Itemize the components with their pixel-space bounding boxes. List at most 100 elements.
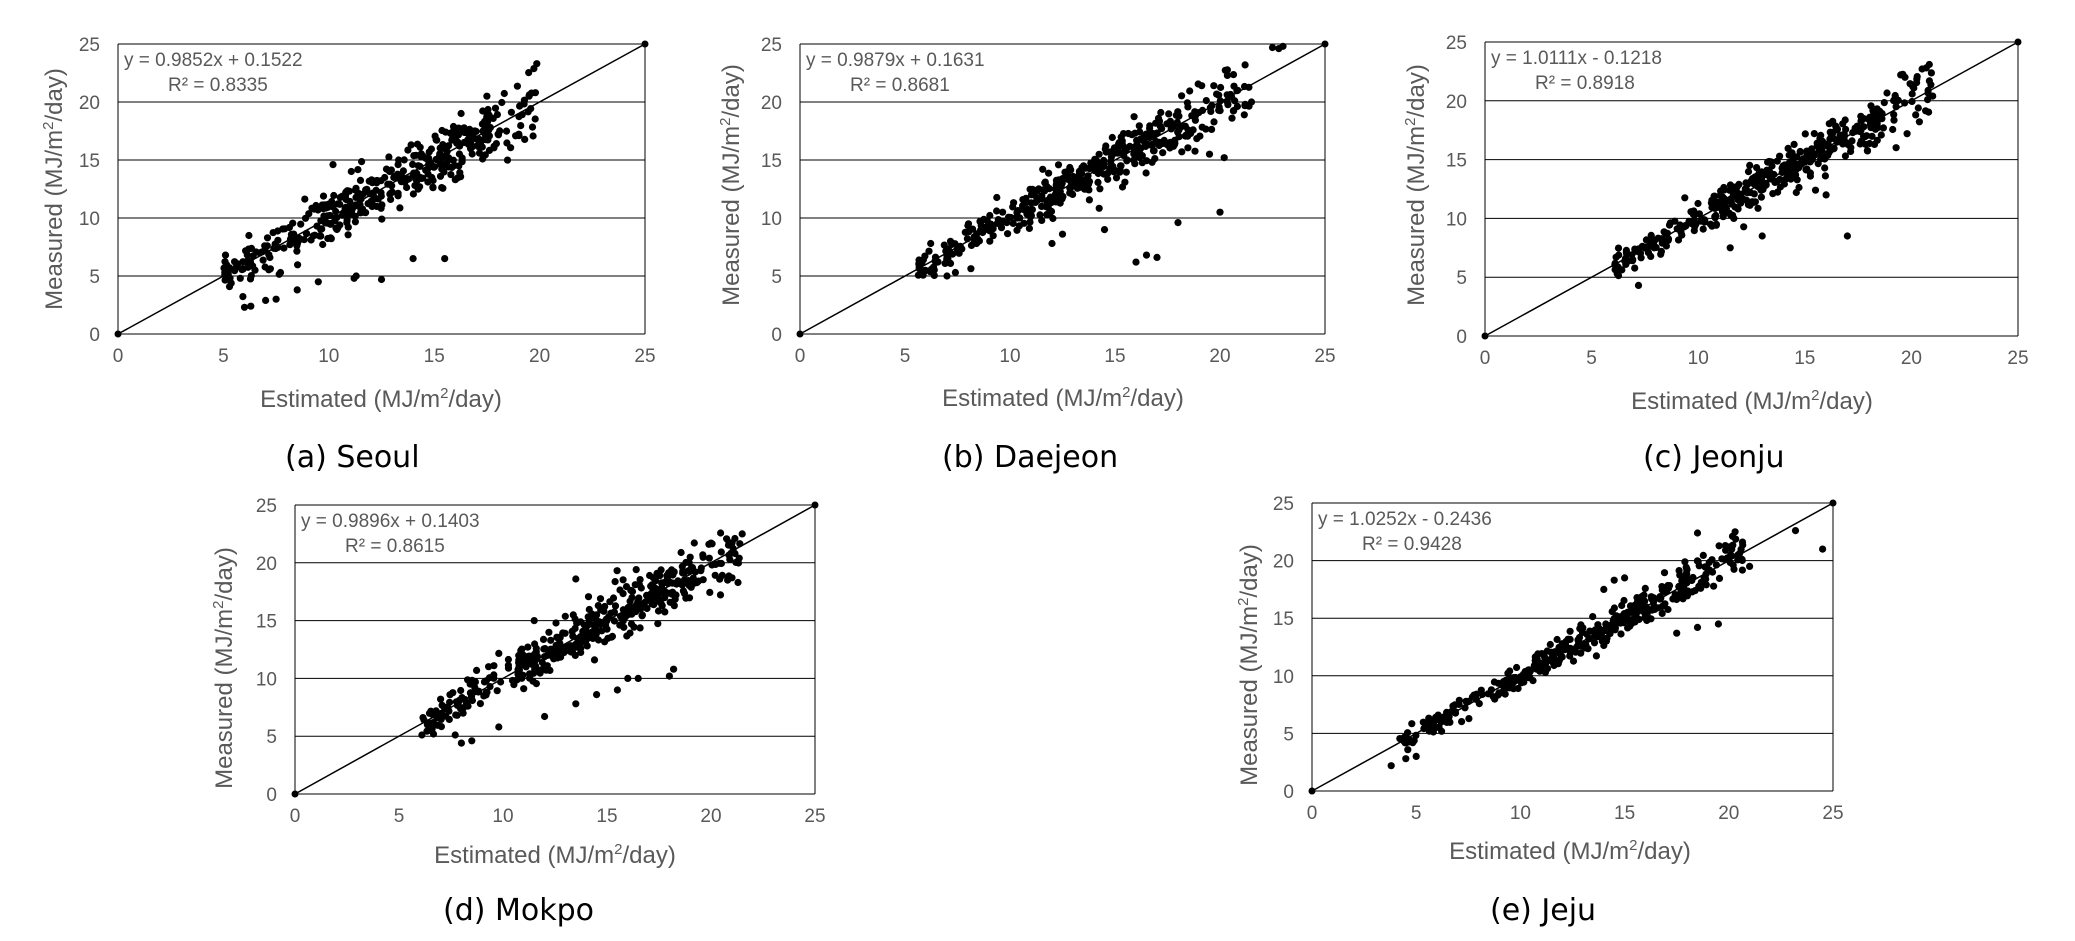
data-point <box>330 191 338 200</box>
data-point <box>1429 728 1437 736</box>
data-point <box>422 154 430 162</box>
data-point <box>490 674 498 682</box>
data-point <box>715 559 724 567</box>
data-point <box>699 553 707 561</box>
data-point <box>1461 704 1469 712</box>
data-point <box>654 620 662 628</box>
data-point <box>409 255 417 263</box>
data-point <box>628 587 637 596</box>
y-tick-label: 25 <box>1273 494 1294 515</box>
data-point <box>351 202 359 210</box>
data-point <box>483 92 491 100</box>
data-point <box>1153 253 1161 261</box>
data-point <box>373 176 381 185</box>
data-point <box>334 224 342 232</box>
data-point <box>1026 218 1034 226</box>
data-point <box>1038 195 1046 203</box>
data-point <box>1027 212 1035 220</box>
data-point <box>1506 667 1514 675</box>
line-end-marker <box>1829 499 1837 507</box>
y-tick-label: 10 <box>79 209 100 230</box>
data-point <box>1744 168 1753 176</box>
data-point <box>1131 129 1139 137</box>
panel-caption: (d) Mokpo <box>443 893 594 928</box>
data-point <box>622 583 631 591</box>
data-point <box>1551 648 1559 656</box>
y-tick-label: 5 <box>1456 268 1467 289</box>
data-point <box>1901 73 1909 81</box>
data-point <box>1026 185 1034 193</box>
data-point <box>1610 576 1618 584</box>
data-point <box>1529 677 1537 685</box>
data-point <box>1669 595 1677 603</box>
data-point <box>347 167 355 176</box>
data-point <box>1879 124 1887 132</box>
data-point <box>1647 252 1655 260</box>
data-point <box>1130 113 1138 121</box>
data-point <box>409 160 417 168</box>
x-tick-label: 15 <box>1104 346 1125 367</box>
data-point <box>1142 251 1151 259</box>
data-point <box>1732 535 1740 543</box>
data-point <box>1178 148 1186 156</box>
data-point <box>1641 597 1649 605</box>
data-point <box>576 643 584 651</box>
data-point <box>1889 125 1897 134</box>
data-point <box>1614 244 1623 252</box>
data-point <box>1550 661 1558 670</box>
data-point <box>726 555 734 563</box>
data-point <box>493 111 501 119</box>
data-point <box>1601 635 1609 643</box>
data-point <box>1066 163 1074 172</box>
data-point <box>1191 147 1199 155</box>
data-point <box>1843 232 1851 240</box>
data-point <box>1530 661 1538 670</box>
data-point <box>687 583 695 591</box>
data-point <box>1726 244 1734 252</box>
data-point <box>457 109 465 118</box>
data-point <box>927 239 935 248</box>
data-point <box>411 181 419 190</box>
line-end-marker <box>811 501 819 509</box>
data-point <box>1070 181 1078 189</box>
data-point <box>583 642 591 650</box>
data-point <box>1690 211 1698 219</box>
chart-panel-mokpo: 0 5 10 15 20 25 0 5 10 15 20 25 y = 0.9896x + 0.1403… <box>175 480 875 941</box>
data-point <box>1241 61 1249 69</box>
data-point <box>1096 185 1104 193</box>
data-point <box>596 595 605 603</box>
data-point <box>601 638 609 646</box>
data-point <box>678 562 686 571</box>
data-point <box>467 689 475 697</box>
data-point <box>571 615 579 623</box>
data-point <box>1741 185 1749 193</box>
data-point <box>931 253 940 261</box>
data-point <box>1146 124 1154 132</box>
data-point <box>1703 564 1711 573</box>
data-point <box>1673 225 1681 233</box>
data-point <box>1061 168 1069 176</box>
data-point <box>1183 99 1191 107</box>
data-point <box>1742 196 1751 204</box>
data-point <box>513 82 522 90</box>
data-point <box>1757 175 1766 183</box>
data-point <box>332 207 340 216</box>
scatter-plot-jeju: 0 5 10 15 20 25 0 5 10 15 20 25 y = 1.0252x - 0.2436… <box>1273 494 1844 824</box>
data-point <box>464 702 472 710</box>
regression-equation: y = 1.0111x - 0.1218 <box>1491 48 1662 69</box>
data-point <box>1880 99 1888 107</box>
data-point <box>1650 594 1658 602</box>
data-point <box>1631 264 1639 272</box>
data-point <box>1747 177 1755 185</box>
data-point <box>596 620 604 628</box>
data-point <box>238 266 246 274</box>
x-tick-label: 15 <box>1614 803 1635 824</box>
data-point <box>976 217 984 225</box>
data-point <box>914 271 922 279</box>
data-point <box>446 698 454 706</box>
x-tick-label: 20 <box>529 346 550 367</box>
data-point <box>239 258 247 266</box>
data-point <box>1427 722 1435 731</box>
data-point <box>387 166 395 174</box>
data-point <box>1038 216 1046 224</box>
